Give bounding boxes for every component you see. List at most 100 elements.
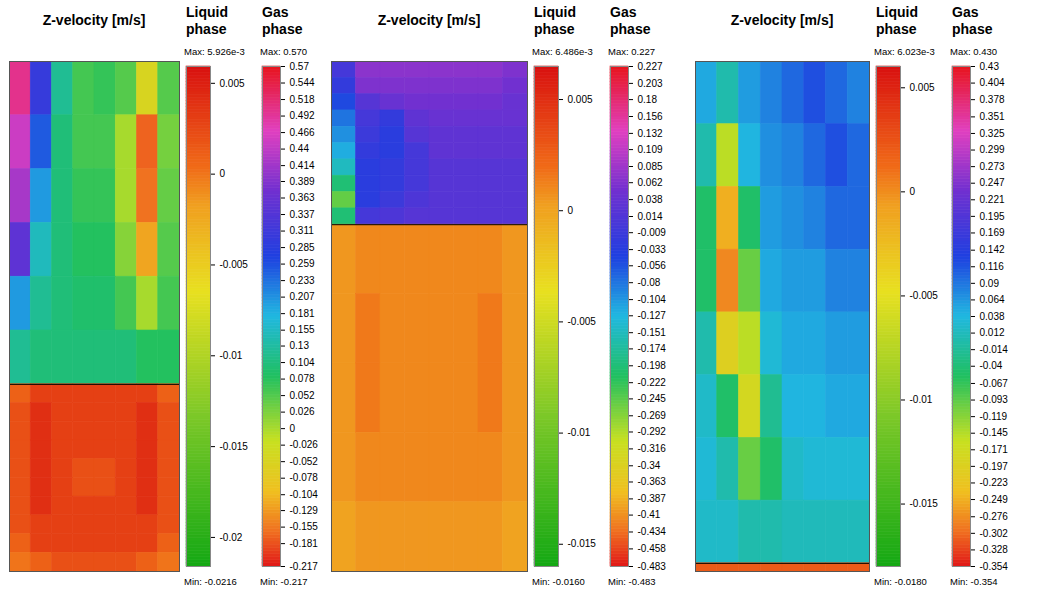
svg-text:0.13: 0.13: [290, 340, 310, 351]
svg-text:0.156: 0.156: [638, 111, 663, 122]
svg-text:0.026: 0.026: [290, 406, 315, 417]
svg-text:0.169: 0.169: [980, 227, 1005, 238]
svg-text:0.363: 0.363: [290, 192, 315, 203]
svg-text:-0.005: -0.005: [568, 316, 597, 327]
svg-text:-0.01: -0.01: [910, 394, 933, 405]
svg-text:0.299: 0.299: [980, 144, 1005, 155]
svg-text:0.544: 0.544: [290, 77, 315, 88]
svg-text:-0.222: -0.222: [638, 377, 667, 388]
svg-text:-0.434: -0.434: [638, 526, 667, 537]
svg-text:-0.198: -0.198: [638, 360, 667, 371]
svg-text:-0.056: -0.056: [638, 260, 667, 271]
svg-text:0.389: 0.389: [290, 176, 315, 187]
svg-text:0.43: 0.43: [980, 61, 1000, 72]
svg-text:0.414: 0.414: [290, 160, 315, 171]
svg-text:0.492: 0.492: [290, 110, 315, 121]
svg-text:0.038: 0.038: [638, 194, 663, 205]
svg-text:-0.354: -0.354: [980, 561, 1009, 572]
svg-text:0: 0: [220, 168, 226, 179]
svg-text:0.18: 0.18: [638, 94, 658, 105]
svg-text:0.337: 0.337: [290, 209, 315, 220]
svg-text:-0.005: -0.005: [220, 259, 249, 270]
svg-text:-0.127: -0.127: [638, 310, 667, 321]
svg-text:0.038: 0.038: [980, 311, 1005, 322]
svg-text:-0.01: -0.01: [220, 350, 243, 361]
svg-text:-0.223: -0.223: [980, 477, 1009, 488]
svg-text:-0.483: -0.483: [638, 561, 667, 572]
svg-text:-0.249: -0.249: [980, 494, 1009, 505]
svg-text:-0.009: -0.009: [638, 227, 667, 238]
svg-text:0.064: 0.064: [980, 294, 1005, 305]
svg-text:-0.316: -0.316: [638, 443, 667, 454]
svg-text:-0.458: -0.458: [638, 543, 667, 554]
svg-text:-0.292: -0.292: [638, 426, 667, 437]
svg-text:0.311: 0.311: [290, 225, 315, 236]
svg-text:-0.197: -0.197: [980, 461, 1009, 472]
svg-text:-0.363: -0.363: [638, 476, 667, 487]
svg-text:-0.04: -0.04: [980, 360, 1003, 371]
svg-text:0.207: 0.207: [290, 291, 315, 302]
svg-text:0.518: 0.518: [290, 94, 315, 105]
svg-text:0.155: 0.155: [290, 324, 315, 335]
svg-text:0.005: 0.005: [568, 94, 593, 105]
svg-text:0.085: 0.085: [638, 161, 663, 172]
svg-text:-0.245: -0.245: [638, 393, 667, 404]
svg-text:-0.181: -0.181: [290, 538, 319, 549]
svg-text:0.285: 0.285: [290, 242, 315, 253]
svg-text:0.132: 0.132: [638, 128, 663, 139]
svg-text:-0.119: -0.119: [980, 411, 1008, 422]
svg-text:-0.174: -0.174: [638, 343, 667, 354]
svg-text:0.351: 0.351: [980, 111, 1005, 122]
svg-text:-0.145: -0.145: [980, 427, 1009, 438]
svg-text:0.203: 0.203: [638, 78, 663, 89]
svg-text:-0.033: -0.033: [638, 244, 667, 255]
svg-text:0.44: 0.44: [290, 143, 310, 154]
svg-text:0.109: 0.109: [638, 144, 663, 155]
svg-text:-0.129: -0.129: [290, 505, 319, 516]
svg-text:-0.328: -0.328: [980, 544, 1009, 555]
svg-text:0.378: 0.378: [980, 94, 1005, 105]
svg-text:0.005: 0.005: [910, 82, 935, 93]
svg-text:-0.269: -0.269: [638, 410, 667, 421]
svg-text:0.404: 0.404: [980, 77, 1005, 88]
svg-text:0: 0: [910, 186, 916, 197]
svg-text:-0.302: -0.302: [980, 528, 1009, 539]
svg-text:-0.015: -0.015: [910, 498, 939, 509]
svg-text:0: 0: [568, 205, 574, 216]
svg-text:0.233: 0.233: [290, 275, 315, 286]
svg-text:-0.151: -0.151: [638, 327, 667, 338]
svg-text:-0.015: -0.015: [220, 441, 249, 452]
svg-text:0.062: 0.062: [638, 177, 663, 188]
svg-text:0.57: 0.57: [290, 61, 310, 72]
svg-text:0.142: 0.142: [980, 244, 1005, 255]
svg-text:0.052: 0.052: [290, 390, 315, 401]
svg-text:-0.08: -0.08: [638, 277, 661, 288]
svg-text:-0.067: -0.067: [980, 378, 1009, 389]
svg-text:0.116: 0.116: [980, 261, 1005, 272]
svg-text:0.014: 0.014: [638, 211, 663, 222]
svg-text:-0.217: -0.217: [290, 561, 319, 572]
svg-text:-0.015: -0.015: [568, 538, 597, 549]
svg-text:-0.104: -0.104: [638, 294, 667, 305]
svg-text:0.273: 0.273: [980, 161, 1005, 172]
svg-text:0.104: 0.104: [290, 357, 315, 368]
svg-text:0.466: 0.466: [290, 127, 315, 138]
svg-text:0.325: 0.325: [980, 128, 1005, 139]
svg-text:-0.01: -0.01: [568, 427, 591, 438]
svg-text:-0.34: -0.34: [638, 460, 661, 471]
svg-text:0.181: 0.181: [290, 308, 315, 319]
svg-text:0.09: 0.09: [980, 278, 1000, 289]
svg-text:0.005: 0.005: [220, 78, 245, 89]
svg-text:-0.104: -0.104: [290, 489, 319, 500]
svg-text:0.078: 0.078: [290, 373, 315, 384]
svg-text:-0.014: -0.014: [980, 344, 1009, 355]
svg-text:-0.005: -0.005: [910, 290, 939, 301]
svg-text:0.195: 0.195: [980, 211, 1005, 222]
svg-text:-0.171: -0.171: [980, 444, 1009, 455]
svg-text:-0.155: -0.155: [290, 521, 319, 532]
svg-text:0.012: 0.012: [980, 327, 1005, 338]
svg-text:-0.387: -0.387: [638, 493, 667, 504]
svg-text:-0.276: -0.276: [980, 511, 1009, 522]
svg-text:-0.026: -0.026: [290, 439, 319, 450]
svg-text:-0.078: -0.078: [290, 472, 319, 483]
